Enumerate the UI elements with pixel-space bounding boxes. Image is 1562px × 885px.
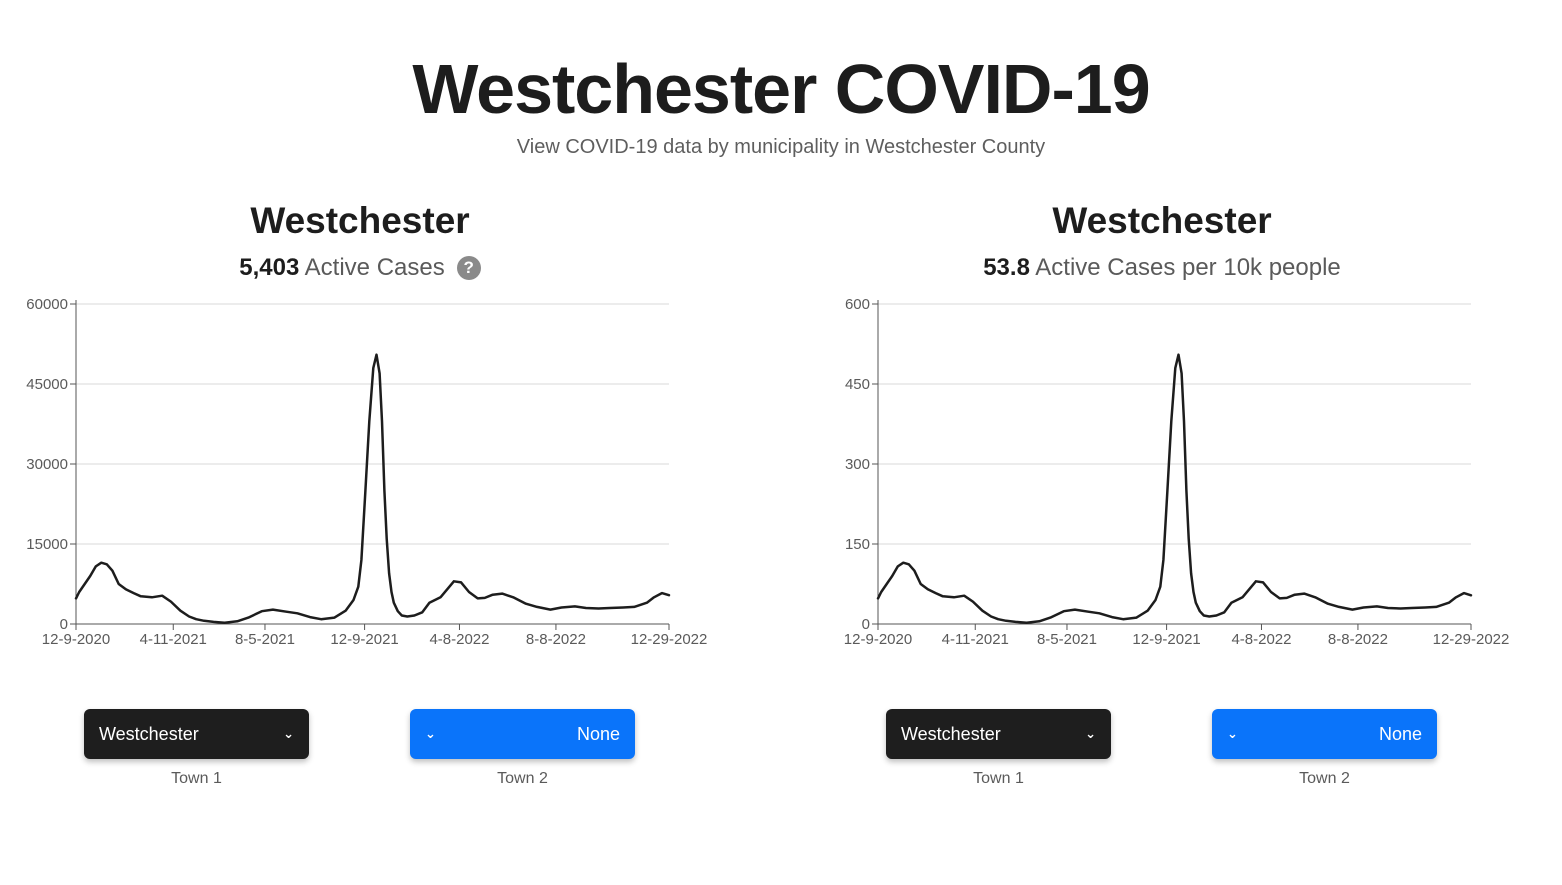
town1-label: Town 1 (171, 770, 222, 787)
stat-value: 5,403 (239, 254, 300, 281)
y-tick-label: 60000 (26, 296, 68, 313)
question-icon[interactable]: ? (456, 256, 481, 280)
per-10k-chart: 0 150 300 450 600 12-9-2020 4-11-2021 8-5-2021 1… (844, 296, 1510, 648)
town2-select[interactable]: ⌄ None (410, 709, 635, 759)
x-tick-label: 12-29-2022 (1433, 631, 1510, 648)
y-tick-label: 600 (845, 296, 870, 313)
per-10k-stat: 53.8 Active Cases per 10k people (802, 254, 1522, 282)
x-tick-label: 8-8-2022 (526, 631, 586, 648)
panel-active-cases: Westchester 5,403 Active Cases? 0 15000 30… (0, 196, 720, 816)
town2-select-value: None (1378, 723, 1422, 744)
town1-select-value: Westchester (901, 723, 1001, 744)
page-title: Westchester COVID-19 (412, 50, 1150, 128)
town2-label: Town 2 (1299, 770, 1350, 787)
y-tick-label: 15000 (26, 536, 68, 553)
y-tick-label: 150 (845, 536, 870, 553)
town1-select[interactable]: Westchester ⌄ (84, 709, 309, 759)
panel-title: Westchester (250, 200, 470, 241)
chevron-down-icon: ⌄ (283, 726, 294, 741)
town-selectors: Westchester ⌄ Town 1 ⌄ None Town 2 (0, 709, 720, 799)
panel-cases-per-10k: Westchester 53.8 Active Cases per 10k pe… (802, 196, 1522, 816)
x-tick-label: 8-5-2021 (1037, 631, 1097, 648)
x-tick-label: 12-29-2022 (631, 631, 708, 648)
town-selectors: Westchester ⌄ Town 1 ⌄ None Town 2 (802, 709, 1522, 799)
x-tick-label: 12-9-2021 (1132, 631, 1200, 648)
page-subtitle: View COVID-19 data by municipality in We… (516, 136, 1046, 158)
stat-value: 53.8 (983, 254, 1030, 281)
series-line (876, 353, 1473, 624)
chevron-down-icon: ⌄ (1227, 726, 1238, 741)
x-tick-label: 4-8-2022 (1231, 631, 1291, 648)
stat-label: Active Cases per 10k people (1035, 254, 1341, 281)
active-cases-stat: 5,403 Active Cases? (0, 254, 720, 282)
x-tick-label: 12-9-2020 (844, 631, 912, 648)
town1-select[interactable]: Westchester ⌄ (886, 709, 1111, 759)
town2-select[interactable]: ⌄ None (1212, 709, 1437, 759)
town1-label: Town 1 (973, 770, 1024, 787)
x-tick-label: 8-5-2021 (235, 631, 295, 648)
x-tick-label: 12-9-2021 (330, 631, 398, 648)
series-line (74, 353, 671, 624)
y-tick-label: 0 (60, 616, 68, 633)
chevron-down-icon: ⌄ (425, 726, 436, 741)
town2-select-value: None (576, 723, 620, 744)
y-tick-label: 300 (845, 456, 870, 473)
x-tick-label: 4-8-2022 (429, 631, 489, 648)
panel-title: Westchester (1052, 200, 1272, 241)
y-tick-label: 30000 (26, 456, 68, 473)
town2-label: Town 2 (497, 770, 548, 787)
stat-label: Active Cases (304, 254, 445, 281)
x-tick-label: 12-9-2020 (42, 631, 110, 648)
x-tick-label: 4-11-2021 (140, 631, 207, 648)
active-cases-chart: 0 15000 30000 45000 60000 12-9-2020 4-11-2021 8… (26, 296, 708, 648)
chevron-down-icon: ⌄ (1085, 726, 1096, 741)
town1-select-value: Westchester (99, 723, 199, 744)
y-tick-label: 450 (845, 376, 870, 393)
y-tick-label: 45000 (26, 376, 68, 393)
x-tick-label: 4-11-2021 (942, 631, 1009, 648)
page-header: Westchester COVID-19 View COVID-19 data … (0, 46, 1562, 159)
x-tick-label: 8-8-2022 (1328, 631, 1388, 648)
y-tick-label: 0 (862, 616, 870, 633)
